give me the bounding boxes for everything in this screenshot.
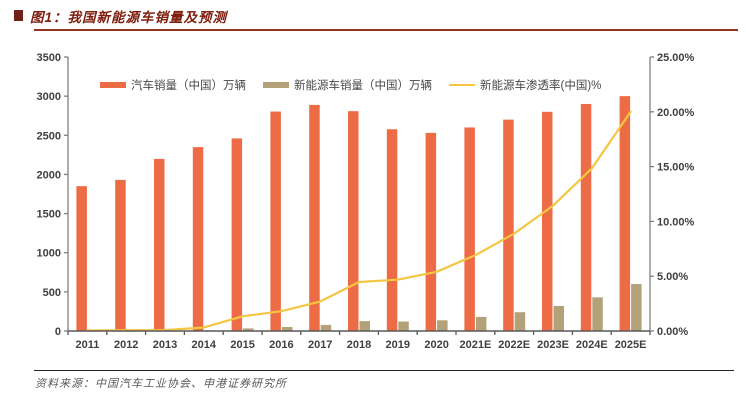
y-left-tick-label-500: 500 [43,287,61,299]
chart-legend: 汽车销量（中国）万辆 新能源车销量（中国）万辆 新能源车渗透率(中国)% [100,77,601,93]
legend-swatch-auto-sales [100,82,126,88]
y-right-tick-label-5.00%: 5.00% [657,271,688,283]
y-right-tick-label-25.00%: 25.00% [657,52,695,64]
legend-item-nev-sales: 新能源车销量（中国）万辆 [263,77,432,93]
bar-nev-sales-2017 [320,324,332,331]
y-left-tick-label-0: 0 [55,326,61,338]
source-text: 资料来源：中国汽车工业协会、申港证券研究所 [35,378,287,390]
x-category-label-2012: 2012 [114,339,138,351]
figure-title: 图1：我国新能源车销量及预测 [30,10,228,25]
bar-nev-sales-2018 [359,321,370,331]
y-right-tick-label-0.00%: 0.00% [657,326,688,338]
bar-auto-sales-2020 [425,132,437,331]
x-category-label-2024E: 2024E [576,339,608,351]
x-category-label-2019: 2019 [386,339,410,351]
penetration-line [86,110,632,332]
figure-bullet-marker [14,10,23,21]
bar-auto-sales-2021E [464,127,475,331]
x-category-label-2020: 2020 [424,339,448,351]
x-category-label-2023E: 2023E [537,339,569,351]
x-category-label-2016: 2016 [269,339,293,351]
footer-divider-rule [34,370,734,371]
legend-item-auto-sales: 汽车销量（中国）万辆 [100,77,246,93]
y-right-tick-label-15.00%: 15.00% [657,162,695,174]
x-category-label-2021E: 2021E [459,339,491,351]
x-category-label-2017: 2017 [308,339,332,351]
x-category-label-2018: 2018 [347,339,371,351]
legend-swatch-nev-sales [263,82,289,88]
y-left-tick-label-1000: 1000 [37,248,61,260]
bar-auto-sales-2014 [192,147,204,331]
y-left-tick-label-3500: 3500 [37,52,61,64]
legend-item-penetration: 新能源车渗透率(中国)% [449,77,601,93]
y-left-tick-label-2500: 2500 [37,130,61,142]
bar-nev-sales-2022E [514,312,526,331]
y-left-tick-label-2000: 2000 [37,169,61,181]
bar-nev-sales-2023E [553,305,564,331]
bar-auto-sales-2015 [231,138,243,331]
legend-label-auto-sales: 汽车销量（中国）万辆 [131,80,246,92]
bar-auto-sales-2024E [580,103,592,331]
y-left-tick-label-3000: 3000 [37,91,61,103]
x-category-label-2015: 2015 [230,339,254,351]
bar-nev-sales-2016 [281,327,293,331]
bar-nev-sales-2019 [398,321,409,331]
bar-auto-sales-2016 [270,111,281,331]
bar-auto-sales-2017 [309,104,320,331]
legend-label-nev-sales: 新能源车销量（中国）万辆 [294,80,432,92]
legend-swatch-penetration [449,83,475,87]
bar-auto-sales-2025E [619,96,631,332]
bar-auto-sales-2011 [76,186,87,331]
title-divider-rule [34,29,738,31]
bar-nev-sales-2020 [437,320,448,331]
bar-nev-sales-2024E [592,297,603,331]
bar-auto-sales-2018 [348,111,359,332]
bar-nev-sales-2015 [243,328,254,331]
bar-auto-sales-2022E [503,119,514,331]
y-left-tick-label-1500: 1500 [37,209,61,221]
bar-auto-sales-2023E [542,111,553,331]
x-category-label-2011: 2011 [75,339,99,351]
x-category-label-2025E: 2025E [615,339,647,351]
legend-label-penetration: 新能源车渗透率(中国)% [480,80,602,92]
y-right-tick-label-10.00%: 10.00% [657,216,695,228]
bar-auto-sales-2013 [154,158,165,331]
x-category-label-2022E: 2022E [498,339,530,351]
bar-nev-sales-2025E [631,284,642,331]
bar-nev-sales-2021E [475,316,487,331]
x-category-label-2014: 2014 [192,339,217,351]
nev-sales-chart: 0 500 1000 1500 2000 2500 3000 3500 0.00% 5.00% 10… [37,52,695,351]
bar-auto-sales-2012 [115,179,126,331]
x-category-label-2013: 2013 [153,339,177,351]
bar-auto-sales-2019 [386,129,398,331]
y-right-tick-label-20.00%: 20.00% [657,107,695,119]
